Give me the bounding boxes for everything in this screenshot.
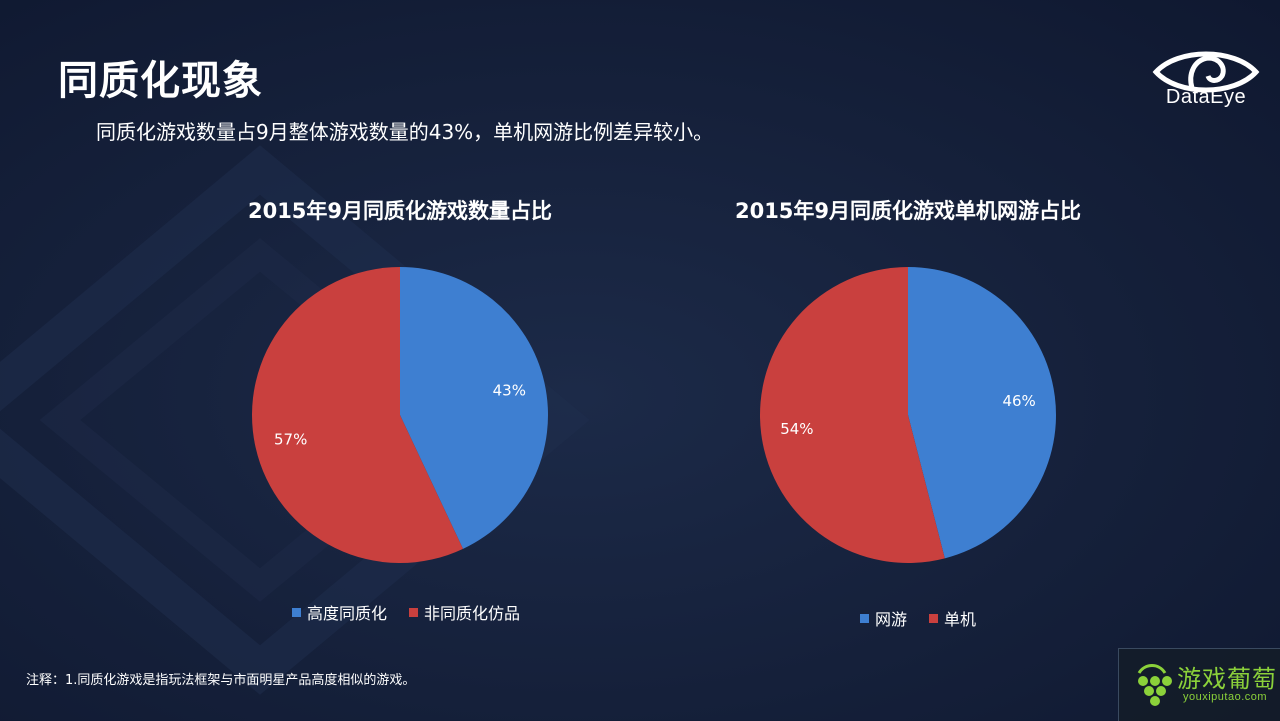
- page-subtitle: 同质化游戏数量占9月整体游戏数量的43%，单机网游比例差异较小。: [96, 120, 714, 144]
- pie-slice-1: [908, 267, 1056, 559]
- pie-chart-1: 43% 57%: [252, 267, 548, 563]
- legend-item: 高度同质化: [292, 600, 387, 624]
- legend-label: 非同质化仿品: [424, 604, 521, 623]
- pie-chart-2: 46% 54%: [760, 267, 1056, 563]
- chart-title-1: 2015年9月同质化游戏数量占比: [247, 199, 553, 223]
- pie-data-label: 46%: [1002, 392, 1035, 410]
- logo-text: DataEye: [1165, 86, 1247, 108]
- footnote: 注释：1.同质化游戏是指玩法框架与市面明星产品高度相似的游戏。: [26, 673, 416, 688]
- legend-label: 网游: [875, 610, 908, 629]
- eye-icon: [1152, 51, 1260, 93]
- grape-icon: [1137, 664, 1172, 706]
- pie-data-label: 57%: [274, 430, 307, 448]
- chart-title-2: 2015年9月同质化游戏单机网游占比: [734, 199, 1082, 223]
- legend-item: 网游: [860, 606, 907, 630]
- legend-1: 高度同质化 非同质化仿品: [292, 600, 520, 624]
- legend-swatch: [860, 613, 869, 623]
- legend-item: 单机: [929, 606, 976, 630]
- legend-swatch: [929, 613, 939, 623]
- pie-slice-1: [400, 267, 548, 549]
- legend-label: 单机: [944, 610, 977, 629]
- pie-data-label: 54%: [780, 420, 813, 438]
- pie-slice-2: [760, 267, 945, 563]
- legend-item: 非同质化仿品: [409, 600, 520, 624]
- legend-swatch: [292, 607, 301, 617]
- watermark: 游戏葡萄 youxiputao.com: [1118, 648, 1280, 721]
- page-title: 同质化现象: [58, 58, 263, 104]
- pie-data-label: 43%: [493, 382, 526, 400]
- pie-slice-2: [252, 267, 464, 563]
- legend-2: 网游 单机: [860, 606, 976, 630]
- legend-swatch: [409, 607, 419, 617]
- watermark-text: 游戏葡萄: [1177, 665, 1277, 693]
- legend-label: 高度同质化: [307, 604, 388, 623]
- watermark-url: youxiputao.com: [1183, 691, 1268, 703]
